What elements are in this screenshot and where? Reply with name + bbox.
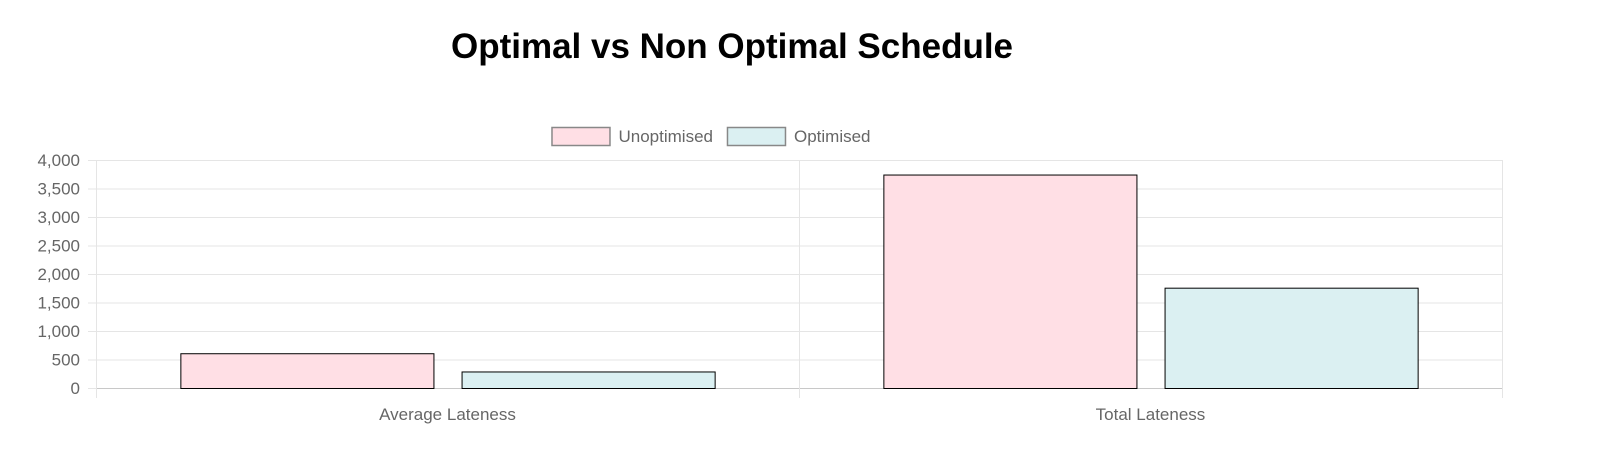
y-tick-label: 4,000 [37,151,80,170]
bar-unoptimised-total-lateness[interactable] [883,174,1138,389]
legend-label: Optimised [794,127,871,146]
y-tick-label: 3,500 [37,180,80,199]
y-tick-label: 2,000 [37,265,80,284]
y-tick-label: 0 [71,379,80,398]
y-tick-label: 2,500 [37,237,80,256]
y-tick-label: 1,500 [37,294,80,313]
legend-swatch [551,126,611,147]
legend-swatch [726,126,787,147]
bar-unoptimised-average-lateness[interactable] [180,353,435,390]
x-category-label: Total Lateness [1096,405,1206,424]
y-tick-label: 500 [52,351,80,370]
y-tick-label: 1,000 [37,322,80,341]
y-tick-label: 3,000 [37,208,80,227]
bar-optimised-average-lateness[interactable] [461,371,716,390]
legend[interactable]: Unoptimised Optimised [551,126,871,147]
legend-item-unoptimised[interactable]: Unoptimised [551,126,713,147]
bars [180,174,1419,390]
legend-label: Unoptimised [618,127,713,146]
grid [96,160,1503,398]
chart-title: Optimal vs Non Optimal Schedule [450,27,1014,66]
axes: 0 500 1,000 1,500 2,000 2,500 3,000 3,500 4,000 A… [37,151,1205,424]
legend-item-optimised[interactable]: Optimised [726,126,871,147]
x-category-label: Average Lateness [379,405,516,424]
bar-optimised-total-lateness[interactable] [1164,287,1419,389]
